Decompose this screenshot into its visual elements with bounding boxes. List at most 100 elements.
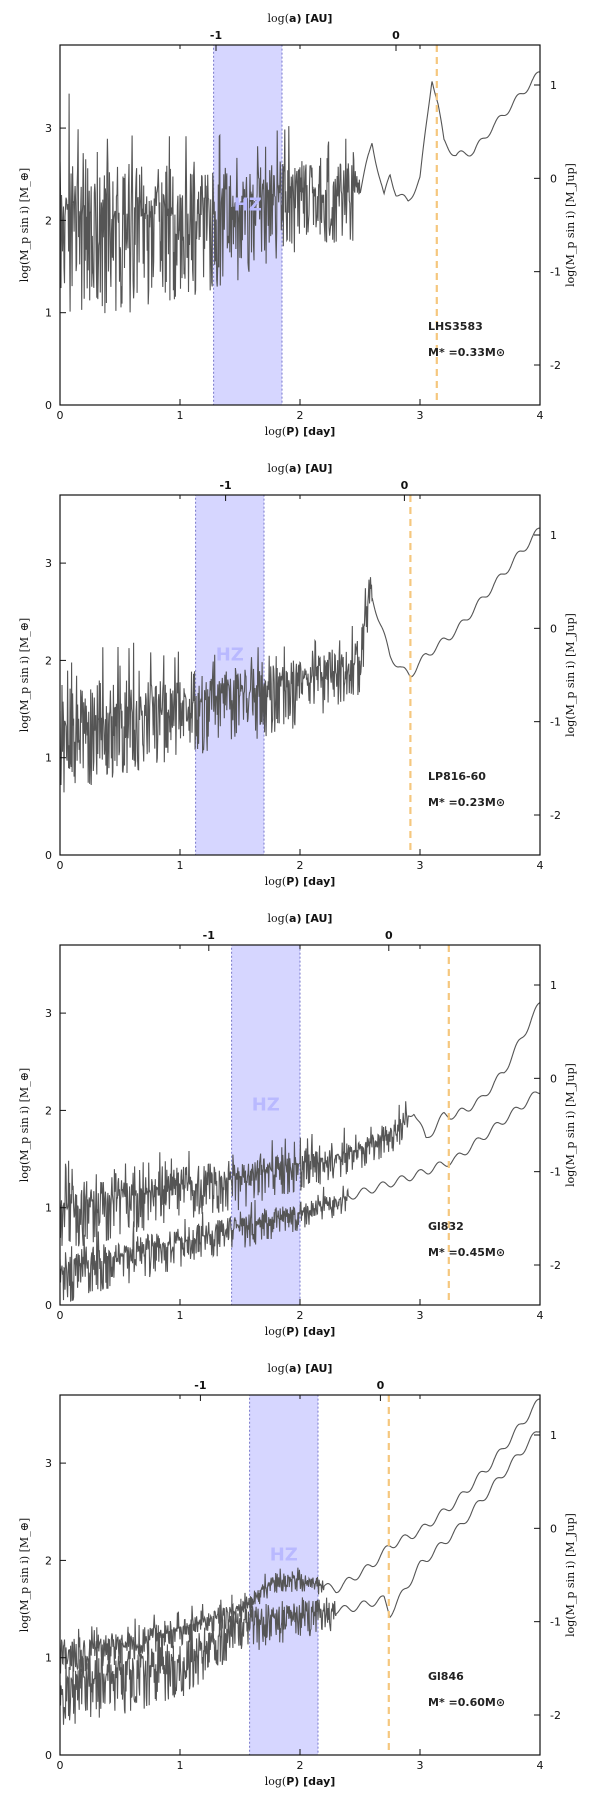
top-axis-label: log(a) [AU]: [268, 912, 333, 925]
top-axis-label: log(a) [AU]: [268, 1362, 333, 1375]
right-tick-label: -2: [550, 1259, 561, 1272]
top-tick-label: -1: [194, 1379, 206, 1392]
y-axis-label-left: log(M_p sin i) [M_⊕]: [18, 1068, 31, 1182]
right-tick-label: 1: [550, 1429, 557, 1442]
panel-gl846: 0 1 2 3 4 0 1 2 3 1 0 -1 -2 -1 0 log(P) [day] log(a) [AU…: [0, 1350, 600, 1800]
x-tick-label: 2: [297, 1759, 304, 1772]
x-tick-label: 4: [537, 409, 544, 422]
star-name: LHS3583: [428, 320, 483, 333]
chart-svg: 0 1 2 3 4 0 1 2 3 1 0 -1 -2 -1 0 log(P) [day] log(a) [AU…: [18, 912, 577, 1338]
x-tick-label: 4: [537, 1759, 544, 1772]
top-axis-label: log(a) [AU]: [268, 462, 333, 475]
x-tick-label: 0: [57, 1759, 64, 1772]
y-axis-label-right: log(M_p sin i) [M_Jup]: [564, 1063, 577, 1187]
right-tick-label: 0: [550, 622, 557, 635]
y-tick-label: 2: [45, 1554, 52, 1567]
y-tick-label: 0: [45, 399, 52, 412]
x-axis-label: log(P) [day]: [265, 425, 336, 438]
series-upper-limit: [60, 1002, 540, 1247]
right-tick-label: 0: [550, 172, 557, 185]
star-name: Gl832: [428, 1220, 464, 1233]
top-tick-label: -1: [203, 929, 215, 942]
y-tick-label: 0: [45, 1299, 52, 1312]
x-tick-label: 2: [297, 859, 304, 872]
right-tick-label: 0: [550, 1522, 557, 1535]
top-tick-label: 0: [385, 929, 393, 942]
x-tick-label: 4: [537, 859, 544, 872]
y-tick-label: 1: [45, 752, 52, 765]
right-tick-label: -2: [550, 1709, 561, 1722]
y-axis-label-right: log(M_p sin i) [M_Jup]: [564, 1513, 577, 1637]
series-detection-limit: [60, 527, 540, 793]
x-tick-label: 3: [417, 1309, 424, 1322]
y-axis-label-left: log(M_p sin i) [M_⊕]: [18, 168, 31, 282]
x-tick-label: 3: [417, 409, 424, 422]
star-mass: M* =0.60M⊙: [428, 1696, 505, 1709]
right-tick-label: -2: [550, 809, 561, 822]
star-mass: M* =0.23M⊙: [428, 796, 505, 809]
top-tick-label: 0: [392, 29, 400, 42]
panel-lhs3583: 0 1 2 3 4 0 1 2 3 1 0 -1 -2 -1 0 log(P) [day] log(a) [AU…: [0, 0, 600, 450]
y-tick-label: 1: [45, 1652, 52, 1665]
right-tick-label: -1: [550, 716, 561, 729]
top-tick-label: -1: [219, 479, 231, 492]
series-lower-limit: [60, 1431, 540, 1725]
y-tick-label: 0: [45, 849, 52, 862]
hz-label: HZ: [234, 195, 262, 216]
top-tick-label: -1: [210, 29, 222, 42]
x-tick-label: 1: [177, 409, 184, 422]
y-tick-label: 1: [45, 1202, 52, 1215]
right-tick-label: 1: [550, 979, 557, 992]
top-tick-label: 0: [401, 479, 409, 492]
x-tick-label: 1: [177, 1309, 184, 1322]
x-axis-label: log(P) [day]: [265, 1775, 336, 1788]
panel-lp816-60: 0 1 2 3 4 0 1 2 3 1 0 -1 -2 -1 0 log(P) [day] log(a) [AU…: [0, 450, 600, 900]
y-axis-label-left: log(M_p sin i) [M_⊕]: [18, 1518, 31, 1632]
hz-label: HZ: [252, 1095, 280, 1116]
star-name: LP816-60: [428, 770, 486, 783]
right-tick-label: -1: [550, 1166, 561, 1179]
right-tick-label: -1: [550, 266, 561, 279]
series-detection-limit: [60, 71, 540, 314]
y-tick-label: 0: [45, 1749, 52, 1762]
right-tick-label: 1: [550, 79, 557, 92]
right-tick-label: -1: [550, 1616, 561, 1629]
star-mass: M* =0.45M⊙: [428, 1246, 505, 1259]
x-tick-label: 1: [177, 1759, 184, 1772]
chart-svg: 0 1 2 3 4 0 1 2 3 1 0 -1 -2 -1 0 log(P) [day] log(a) [AU…: [18, 1362, 577, 1788]
y-tick-label: 2: [45, 654, 52, 667]
x-tick-label: 3: [417, 859, 424, 872]
x-tick-label: 0: [57, 859, 64, 872]
x-tick-label: 3: [417, 1759, 424, 1772]
right-tick-label: 1: [550, 529, 557, 542]
y-axis-label-right: log(M_p sin i) [M_Jup]: [564, 613, 577, 737]
right-tick-label: 0: [550, 1072, 557, 1085]
y-tick-label: 2: [45, 214, 52, 227]
top-axis-label: log(a) [AU]: [268, 12, 333, 25]
x-tick-label: 0: [57, 409, 64, 422]
x-tick-label: 1: [177, 859, 184, 872]
x-axis-label: log(P) [day]: [265, 875, 336, 888]
y-tick-label: 3: [45, 1007, 52, 1020]
y-axis-label-right: log(M_p sin i) [M_Jup]: [564, 163, 577, 287]
x-tick-label: 4: [537, 1309, 544, 1322]
star-mass: M* =0.33M⊙: [428, 346, 505, 359]
x-tick-label: 0: [57, 1309, 64, 1322]
hz-label: HZ: [216, 645, 244, 666]
hz-band: [195, 494, 265, 856]
x-tick-label: 2: [297, 409, 304, 422]
x-axis-label: log(P) [day]: [265, 1325, 336, 1338]
series-lower-limit: [60, 1091, 540, 1302]
right-tick-label: -2: [550, 359, 561, 372]
y-tick-label: 1: [45, 307, 52, 320]
hz-label: HZ: [270, 1545, 298, 1566]
y-tick-label: 2: [45, 1104, 52, 1117]
y-tick-label: 3: [45, 122, 52, 135]
chart-svg: 0 1 2 3 4 0 1 2 3 1 0 -1 -2 -1 0 log(P) [day] log(a) [AU…: [18, 462, 577, 888]
star-name: Gl846: [428, 1670, 464, 1683]
y-axis-label-left: log(M_p sin i) [M_⊕]: [18, 618, 31, 732]
x-tick-label: 2: [297, 1309, 304, 1322]
y-tick-label: 3: [45, 557, 52, 570]
panel-gl832: 0 1 2 3 4 0 1 2 3 1 0 -1 -2 -1 0 log(P) [day] log(a) [AU…: [0, 900, 600, 1350]
